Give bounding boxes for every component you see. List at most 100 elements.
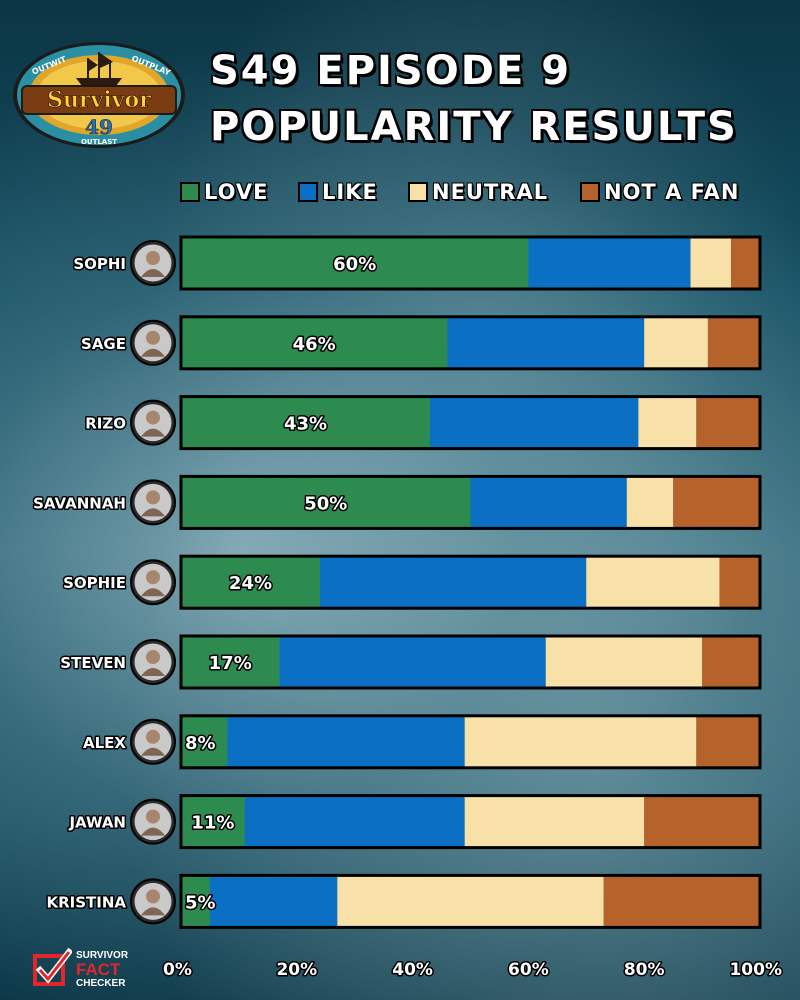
love-percent-label-sophi: 60%	[333, 254, 376, 275]
avatar-body-sophi	[141, 269, 165, 277]
bar-segment-love-savannah	[181, 476, 471, 529]
avatar-head-savannah	[146, 490, 160, 505]
logo-bottom: OUTLAST	[81, 138, 117, 146]
legend-item-love: LOVE	[180, 180, 269, 204]
bar-segment-like-sophie	[319, 556, 587, 609]
avatar-body-rizo	[141, 428, 165, 437]
bar-segment-love-jawan	[181, 795, 245, 848]
contestant-name-sophi: SOPHI	[73, 255, 126, 273]
bar-outline-savannah	[179, 474, 762, 530]
pirate-ship-icon	[76, 52, 122, 86]
chart-title-line-2: POPULARITY RESULTS	[210, 104, 738, 150]
legend-label-like: LIKE	[322, 180, 378, 204]
avatar-head-sophi	[146, 251, 160, 265]
legend-swatch-love	[180, 182, 200, 202]
legend-item-like: LIKE	[298, 180, 378, 204]
fact-checker-line-2: FACT	[76, 960, 121, 979]
bar-segment-neutral-steven	[545, 636, 703, 688]
contestant-name-steven: STEVEN	[60, 654, 126, 672]
avatar-head-jawan	[146, 809, 160, 824]
contestant-name-jawan: JAWAN	[68, 814, 126, 832]
bar-segment-like-alex	[227, 715, 465, 768]
logo-name: Survivor	[47, 87, 151, 113]
contestant-name-rizo: RIZO	[85, 415, 126, 433]
legend-item-not-a-fan: NOT A FAN	[580, 180, 739, 204]
chart-legend: LOVE LIKE NEUTRAL NOT A FAN	[180, 180, 780, 214]
bar-segment-love-rizo	[181, 396, 430, 449]
fact-checker-line-1: SURVIVOR	[76, 950, 129, 961]
bar-segment-love-kristina	[181, 875, 210, 928]
bar-segment-like-kristina	[209, 875, 338, 928]
avatar-body-kristina	[141, 907, 165, 916]
bar-segment-like-sophi	[528, 237, 691, 289]
avatar-head-kristina	[146, 889, 160, 904]
contestant-name-savannah: SAVANNAH	[33, 494, 126, 512]
bar-segment-not-a-fan-sophie	[719, 556, 760, 609]
bar-segment-like-jawan	[244, 795, 465, 848]
bar-segment-neutral-savannah	[626, 476, 674, 529]
avatar-head-alex	[146, 729, 160, 744]
avatar-body-steven	[141, 668, 165, 676]
x-tick-label-80-pct: 80%	[624, 960, 665, 980]
bar-segment-like-rizo	[429, 396, 639, 449]
avatar-body-sophie	[141, 588, 165, 597]
bar-outline-sophie	[179, 554, 762, 610]
legend-swatch-neutral	[408, 182, 428, 202]
love-percent-label-sage: 46%	[293, 334, 336, 355]
bar-segment-neutral-kristina	[337, 875, 604, 928]
bar-outline-rizo	[179, 395, 762, 451]
bar-outline-steven	[179, 634, 762, 690]
bar-segment-like-savannah	[470, 476, 627, 529]
survivor-49-logo: Survivor OUTWIT OUTPLAY 49 OUTLAST	[13, 42, 185, 148]
bar-outline-sophi	[179, 235, 762, 291]
bar-segment-not-a-fan-alex	[696, 715, 760, 768]
legend-swatch-not-a-fan	[580, 182, 600, 202]
survivor-fact-checker-logo: SURVIVOR FACT CHECKER	[32, 948, 152, 992]
x-tick-label-40-pct: 40%	[392, 960, 433, 980]
bar-segment-like-steven	[279, 636, 546, 688]
bar-segment-not-a-fan-sophi	[731, 237, 760, 289]
love-percent-label-sophie: 24%	[229, 573, 272, 594]
checkmark-box-icon	[33, 948, 72, 986]
bar-outline-kristina	[179, 873, 762, 929]
love-percent-label-kristina: 5%	[185, 892, 216, 913]
bar-segment-love-alex	[181, 715, 228, 768]
bar-segment-not-a-fan-rizo	[696, 396, 760, 449]
bar-segment-love-sage	[181, 316, 448, 369]
x-tick-label-20-pct: 20%	[276, 960, 317, 980]
avatar-head-steven	[146, 650, 160, 664]
love-percent-label-jawan: 11%	[191, 813, 234, 834]
x-tick-label-100-pct: 100%	[729, 960, 782, 980]
bar-outline-sage	[179, 315, 762, 371]
avatar-head-sophie	[146, 570, 160, 585]
bar-segment-neutral-sophie	[586, 556, 720, 609]
x-tick-label-60-pct: 60%	[508, 960, 549, 980]
legend-label-love: LOVE	[204, 180, 269, 204]
love-percent-label-savannah: 50%	[304, 493, 347, 514]
bar-outline-alex	[179, 714, 762, 770]
legend-label-not-a-fan: NOT A FAN	[604, 180, 740, 204]
bar-segment-love-sophie	[181, 556, 320, 609]
bar-segment-neutral-alex	[464, 715, 697, 768]
contestant-name-sophie: SOPHIE	[63, 574, 126, 592]
bar-segment-not-a-fan-steven	[702, 636, 760, 688]
legend-item-neutral: NEUTRAL	[408, 180, 548, 204]
bar-segment-neutral-jawan	[464, 795, 645, 848]
contestant-name-kristina: KRISTINA	[46, 893, 126, 911]
bar-segment-not-a-fan-kristina	[603, 875, 760, 928]
bar-segment-like-sage	[447, 316, 645, 369]
fact-checker-line-3: CHECKER	[76, 978, 126, 989]
bar-segment-not-a-fan-jawan	[644, 795, 760, 848]
bar-segment-neutral-sage	[644, 316, 708, 369]
avatar-body-savannah	[141, 508, 165, 517]
bar-segment-not-a-fan-sage	[707, 316, 760, 369]
legend-label-neutral: NEUTRAL	[432, 180, 549, 204]
avatar-body-alex	[141, 747, 165, 756]
avatar-head-rizo	[146, 410, 160, 425]
bar-outline-jawan	[179, 794, 762, 850]
logo-number: 49	[85, 115, 113, 139]
bar-segment-love-steven	[181, 636, 280, 688]
x-tick-label-0-pct: 0%	[163, 960, 192, 980]
love-percent-label-steven: 17%	[209, 653, 252, 674]
